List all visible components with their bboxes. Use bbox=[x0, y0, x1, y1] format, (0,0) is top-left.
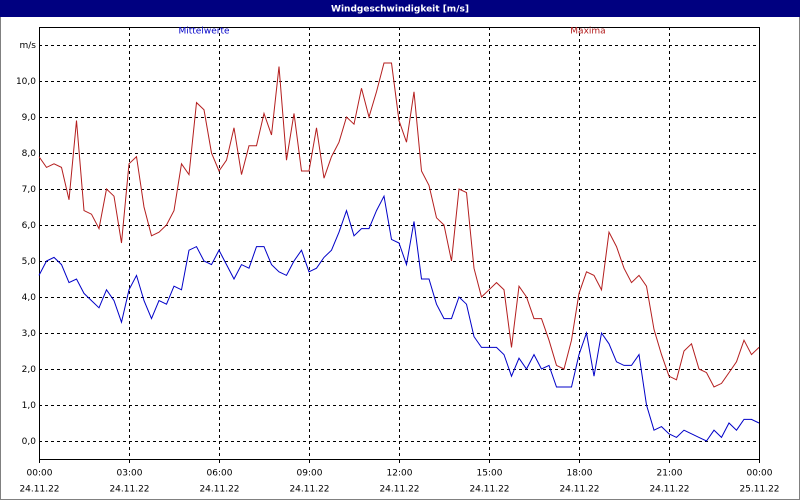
y-tick-label: 3,0 bbox=[22, 329, 37, 339]
series-line bbox=[38, 62, 760, 388]
x-tick-date: 25.11.22 bbox=[739, 485, 779, 495]
y-tick-label: 0,0 bbox=[22, 437, 37, 447]
y-tick-label: 2,0 bbox=[22, 365, 37, 375]
y-tick-label: 4,0 bbox=[22, 293, 37, 303]
x-tick-label: 00:00 bbox=[747, 469, 773, 479]
x-tick-label: 21:00 bbox=[657, 469, 683, 479]
y-tick-label: 9,0 bbox=[22, 113, 37, 123]
x-tick-label: 03:00 bbox=[117, 469, 143, 479]
x-tick-date: 24.11.22 bbox=[379, 485, 419, 495]
x-tick-label: 12:00 bbox=[387, 469, 413, 479]
chart-title: Windgeschwindigkeit [m/s] bbox=[331, 5, 469, 15]
legend-label: Maxima bbox=[570, 27, 605, 37]
x-tick-date: 24.11.22 bbox=[199, 485, 239, 495]
y-tick-label: 10,0 bbox=[16, 77, 36, 87]
x-tick-date: 24.11.22 bbox=[469, 485, 509, 495]
x-tick-date: 24.11.22 bbox=[289, 485, 329, 495]
y-tick-label: 7,0 bbox=[22, 185, 37, 195]
plot-border bbox=[39, 27, 760, 460]
x-tick-label: 00:00 bbox=[27, 469, 53, 479]
x-tick-label: 06:00 bbox=[207, 469, 233, 479]
y-tick-label: 5,0 bbox=[22, 257, 37, 267]
title-bar bbox=[0, 0, 800, 17]
y-tick-label: 1,0 bbox=[22, 401, 37, 411]
x-tick-label: 15:00 bbox=[477, 469, 503, 479]
y-tick-label: 6,0 bbox=[22, 221, 37, 231]
x-tick-date: 24.11.22 bbox=[559, 485, 599, 495]
y-tick-label: 8,0 bbox=[22, 149, 37, 159]
legend-label: Mittelwerte bbox=[178, 27, 229, 37]
x-tick-date: 24.11.22 bbox=[19, 485, 59, 495]
series-line bbox=[38, 194, 760, 442]
x-tick-label: 09:00 bbox=[297, 469, 323, 479]
x-tick-label: 18:00 bbox=[567, 469, 593, 479]
x-tick-date: 24.11.22 bbox=[109, 485, 149, 495]
x-tick-date: 24.11.22 bbox=[649, 485, 689, 495]
y-tick-label: m/s bbox=[20, 41, 37, 51]
